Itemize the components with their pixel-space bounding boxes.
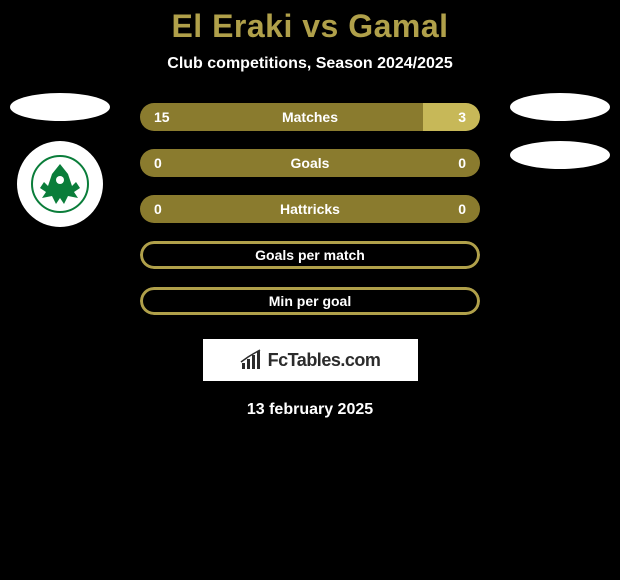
player-placeholder-oval xyxy=(510,93,610,121)
stat-label: Hattricks xyxy=(280,201,340,217)
stat-bar-left-fill xyxy=(140,149,310,177)
brand-box: FcTables.com xyxy=(203,339,418,381)
stat-label: Min per goal xyxy=(269,293,351,309)
subtitle: Club competitions, Season 2024/2025 xyxy=(0,55,620,73)
page-title: El Eraki vs Gamal xyxy=(0,8,620,45)
stat-left-value: 0 xyxy=(154,201,162,217)
stat-bar-row: 15 3 Matches xyxy=(140,103,480,131)
club-badge-left xyxy=(17,141,103,227)
stat-right-value: 3 xyxy=(458,109,466,125)
stat-label: Goals xyxy=(291,155,330,171)
bar-chart-icon xyxy=(240,349,262,371)
stat-left-value: 15 xyxy=(154,109,170,125)
stat-bar-row: 0 0 Hattricks xyxy=(140,195,480,223)
player-placeholder-oval xyxy=(10,93,110,121)
stat-bar-row: Min per goal xyxy=(140,287,480,315)
stat-bar-row: Goals per match xyxy=(140,241,480,269)
date-line: 13 february 2025 xyxy=(0,401,620,419)
stat-left-value: 0 xyxy=(154,155,162,171)
left-player-badges xyxy=(10,93,110,227)
brand-text: FcTables.com xyxy=(268,350,381,371)
stat-label: Matches xyxy=(282,109,338,125)
right-player-badges xyxy=(510,93,610,169)
stat-right-value: 0 xyxy=(458,155,466,171)
stat-bar-right-fill xyxy=(310,149,480,177)
comparison-card: El Eraki vs Gamal Club competitions, Sea… xyxy=(0,0,620,419)
stat-label: Goals per match xyxy=(255,247,365,263)
player-placeholder-oval xyxy=(510,141,610,169)
stat-bar-row: 0 0 Goals xyxy=(140,149,480,177)
stat-right-value: 0 xyxy=(458,201,466,217)
stat-bars: 15 3 Matches 0 0 Goals 0 0 Hattricks Goals per ma… xyxy=(140,103,480,315)
al-masry-eagle-icon xyxy=(30,154,90,214)
stats-area: 15 3 Matches 0 0 Goals 0 0 Hattricks Goals per ma… xyxy=(0,103,620,315)
stat-bar-right-fill xyxy=(423,103,480,131)
